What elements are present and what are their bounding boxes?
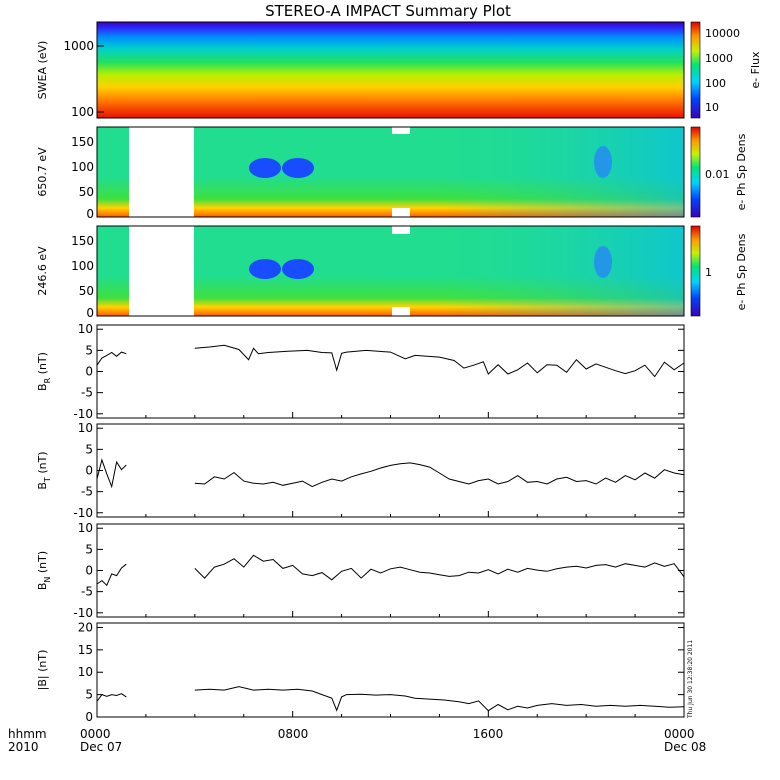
swea-panel: 1000 100 SWEA (eV) 10000 1000 100 10 e- … [36, 21, 762, 119]
swea-cbar-tick-100: 100 [705, 77, 726, 90]
bt-ticklabel--10: -10 [73, 506, 93, 520]
bt-trace-segment-0 [96, 458, 127, 489]
pad246-late-wash [440, 226, 684, 316]
pad650-ylabel: 650.7 eV [36, 147, 49, 197]
bt-ylabel: BT (nT) [36, 451, 52, 489]
pad246-cbar-tick: 1 [705, 266, 712, 279]
br-ticklabel--5: -5 [81, 386, 93, 400]
pad650-colorbar-label: e- Ph Sp Dens [735, 133, 748, 210]
pad650-cbar-tick: 0.01 [705, 168, 730, 181]
bn-trace-segment-1 [194, 554, 685, 581]
bmag-ticklabel-0: 0 [85, 710, 93, 724]
swea-colorbar [690, 21, 701, 119]
pad246-ticklabel-0: 0 [86, 306, 94, 320]
bn-ticklabel--10: -10 [73, 606, 93, 620]
x-corner-label-year: 2010 [8, 740, 39, 754]
swea-frame [96, 21, 685, 119]
pad246-depletion-right [282, 259, 314, 279]
x-date-end: Dec 08 [664, 740, 706, 754]
br-ylabel: BR (nT) [36, 352, 52, 391]
pad246-ylabel: 246.6 eV [36, 246, 49, 296]
pad650-panel: 150 100 50 0 650.7 eV 0.01 e- Ph Sp Dens [36, 126, 748, 221]
pad650-colorbar [690, 126, 701, 218]
bn-ticklabel-0: 0 [85, 564, 93, 578]
swea-spectrogram [97, 22, 684, 118]
pad246-panel: 150 100 50 0 246.6 eV 1 e- Ph Sp Dens [36, 225, 748, 320]
x-corner-label-hhmm: hhmm [8, 727, 47, 741]
x-ticklabel-0000-end: 0000 [664, 727, 695, 741]
bn-ticklabel--5: -5 [81, 585, 93, 599]
bn-panel: 10 5 0 -5 -10 BN (nT) [36, 521, 685, 620]
bmag-ticklabel-15: 15 [78, 643, 93, 657]
pad650-ticklabel-0: 0 [86, 207, 94, 221]
bt-ticklabel-10: 10 [78, 421, 93, 435]
x-ticklabel-0000-start: 0000 [80, 727, 111, 741]
br-trace-segment-0 [96, 351, 127, 366]
bt-panel: 10 5 0 -5 -10 BT (nT) [36, 421, 685, 520]
pad246-gap-left [129, 226, 194, 316]
bn-ticklabel-10: 10 [78, 521, 93, 535]
timestamp: Thu Jun 30 12:38:20 2011 [687, 640, 694, 719]
bt-ticklabel-0: 0 [85, 464, 93, 478]
pad246-ticklabel-50: 50 [79, 284, 94, 298]
pad650-late-wash [440, 127, 684, 217]
bn-trace-segment-0 [96, 563, 127, 587]
x-ticklabel-0800: 0800 [278, 727, 309, 741]
swea-colorbar-label: e- Flux [749, 51, 762, 89]
br-ticklabel-0: 0 [85, 365, 93, 379]
swea-cbar-tick-10000: 10000 [705, 27, 740, 40]
pad650-depletion-right [282, 158, 314, 178]
x-ticklabel-1600: 1600 [473, 727, 504, 741]
bn-ylabel: BN (nT) [36, 551, 52, 590]
pad650-depletion-left [249, 158, 281, 178]
swea-ylabel: SWEA (eV) [36, 41, 49, 100]
pad650-ticklabel-100: 100 [71, 160, 94, 174]
pad246-colorbar [690, 225, 701, 317]
pad650-ticklabel-150: 150 [71, 135, 94, 149]
bmag-trace-segment-0 [96, 693, 127, 702]
time-axis: hhmm 2010 0000 Dec 07 0800 1600 0000 Dec… [8, 727, 706, 754]
pad246-ticklabel-100: 100 [71, 259, 94, 273]
br-frame [96, 324, 685, 419]
bmag-ylabel: |B| (nT) [36, 650, 49, 691]
pad246-gap-top [392, 226, 410, 234]
pad650-gap-left [129, 127, 194, 217]
pad246-gap-bottom [392, 307, 410, 316]
pad650-frame [96, 126, 685, 218]
bt-ticklabel--5: -5 [81, 485, 93, 499]
swea-ticklabel-100: 100 [71, 105, 94, 119]
bmag-ticklabel-5: 5 [85, 688, 93, 702]
bn-ticklabel-5: 5 [85, 542, 93, 556]
pad246-ticklabel-150: 150 [71, 234, 94, 248]
br-ticklabel-5: 5 [85, 343, 93, 357]
bn-frame [96, 523, 685, 618]
swea-cbar-tick-10: 10 [705, 101, 719, 114]
bt-trace-segment-1 [194, 462, 685, 488]
pad650-ticklabel-50: 50 [79, 185, 94, 199]
swea-cbar-tick-1000: 1000 [705, 52, 733, 65]
bmag-panel: 20 15 10 5 0 |B| (nT) [36, 620, 685, 724]
x-date-start: Dec 07 [80, 740, 122, 754]
bt-ticklabel-5: 5 [85, 442, 93, 456]
bmag-ticklabel-10: 10 [78, 665, 93, 679]
pad650-depletion-late [594, 146, 612, 178]
br-ticklabel--10: -10 [73, 407, 93, 421]
pad246-depletion-left [249, 259, 281, 279]
bmag-trace-segment-1 [194, 686, 685, 712]
swea-ticklabel-1000: 1000 [63, 39, 94, 53]
bmag-frame [96, 622, 685, 718]
chart-title: STEREO-A IMPACT Summary Plot [265, 2, 511, 20]
br-trace-segment-1 [194, 344, 685, 378]
br-ticklabel-10: 10 [78, 322, 93, 336]
bt-frame [96, 423, 685, 518]
bmag-ticklabel-20: 20 [78, 620, 93, 634]
pad650-gap-top [392, 127, 410, 134]
pad650-gap-bottom [392, 208, 410, 217]
pad246-frame [96, 225, 685, 317]
br-panel: 10 5 0 -5 -10 BR (nT) [36, 322, 685, 421]
pad246-depletion-late [594, 246, 612, 278]
pad246-colorbar-label: e- Ph Sp Dens [735, 233, 748, 310]
